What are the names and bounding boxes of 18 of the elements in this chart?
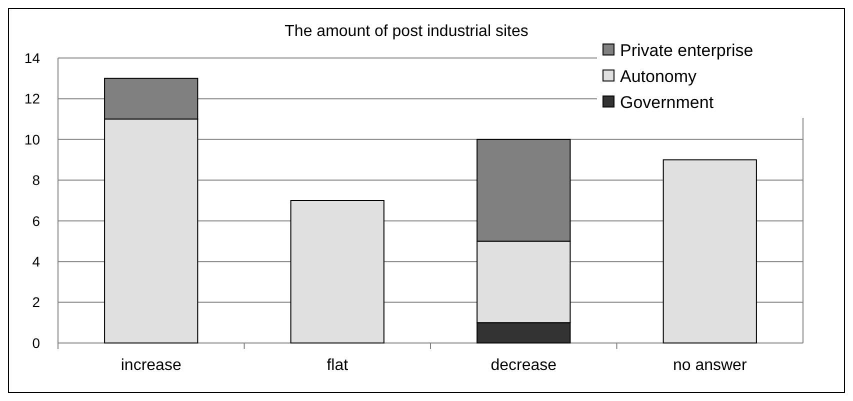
y-tick-label: 14 <box>24 50 40 66</box>
y-tick-label: 2 <box>32 294 40 310</box>
bar <box>662 159 757 344</box>
x-tick-label: flat <box>326 357 349 374</box>
chart-title: The amount of post industrial sites <box>284 23 528 40</box>
x-tick-label: decrease <box>490 357 557 374</box>
x-tick-label: no answer <box>672 357 748 374</box>
legend-label: Private enterprise <box>620 40 754 60</box>
bar <box>290 200 384 344</box>
y-tick-label: 6 <box>32 212 40 229</box>
legend-label: Autonomy <box>620 66 698 86</box>
x-tick-label: increase <box>120 357 182 374</box>
y-tick-label: 8 <box>32 172 40 188</box>
y-tick-label: 0 <box>32 334 40 351</box>
y-tick-label: 4 <box>32 253 40 270</box>
y-tick-label: 12 <box>24 90 40 107</box>
y-tick-label: 10 <box>24 131 40 148</box>
legend-label: Government <box>620 92 714 112</box>
